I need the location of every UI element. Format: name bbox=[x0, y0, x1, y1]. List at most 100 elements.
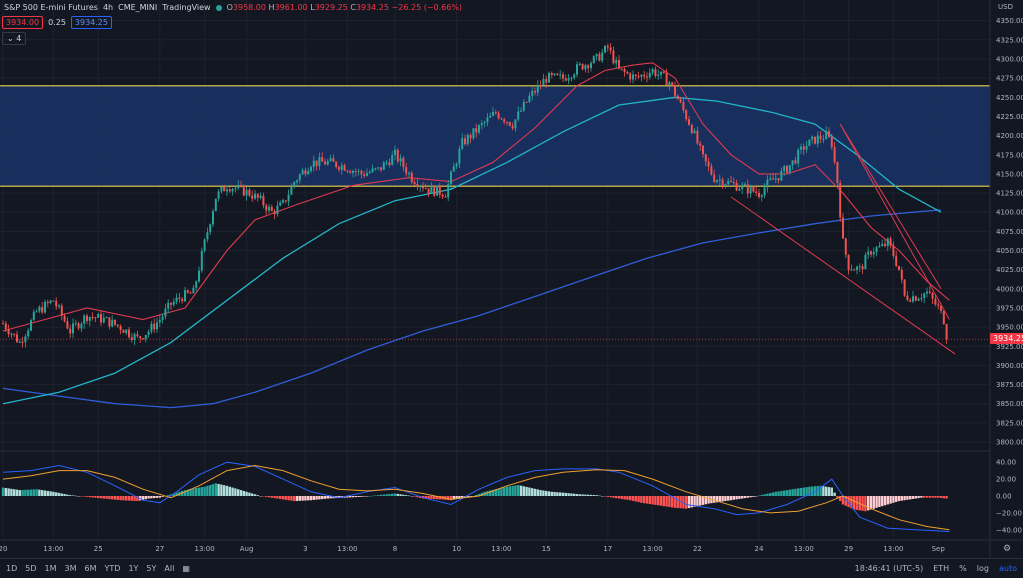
symbol-name[interactable]: S&P 500 E-mini Futures bbox=[4, 3, 98, 12]
settings-gear-icon[interactable]: ⚙ bbox=[1003, 544, 1011, 554]
sell-button[interactable]: 3934.00 bbox=[2, 16, 44, 29]
macd-histogram-bar bbox=[783, 490, 786, 496]
candle-body bbox=[797, 149, 800, 164]
market-status-icon[interactable] bbox=[215, 4, 222, 11]
candle-body bbox=[730, 180, 732, 182]
candle-body bbox=[478, 125, 480, 133]
candle-body bbox=[909, 299, 912, 302]
candle-body bbox=[310, 166, 312, 171]
macd-histogram-bar bbox=[477, 493, 481, 496]
price-tick-label: 4125.00 bbox=[996, 190, 1023, 198]
candle-body bbox=[492, 112, 494, 116]
macd-histogram-bar bbox=[662, 496, 665, 507]
candle-body bbox=[18, 341, 21, 343]
macd-histogram-bar bbox=[192, 488, 195, 496]
range-5y[interactable]: 5Y bbox=[146, 564, 157, 573]
range-1d[interactable]: 1D bbox=[6, 564, 18, 573]
range-1m[interactable]: 1M bbox=[44, 564, 57, 573]
range-5d[interactable]: 5D bbox=[25, 564, 37, 573]
time-tick-label: 13:00 bbox=[883, 545, 903, 553]
range-all[interactable]: All bbox=[164, 564, 175, 573]
price-axis[interactable]: 3800.00 3825.00 3850.00 3875.00 3900.00 3925.… bbox=[996, 17, 1023, 446]
candle-body bbox=[394, 149, 396, 156]
macd-histogram-bar bbox=[480, 492, 483, 496]
candle-body bbox=[7, 329, 10, 335]
currency-label[interactable]: USD bbox=[998, 3, 1013, 11]
candle-body bbox=[388, 162, 391, 166]
candle-body bbox=[136, 334, 139, 337]
macd-histogram-bar bbox=[24, 489, 27, 496]
macd-histogram-bar bbox=[752, 496, 755, 497]
candle-body bbox=[450, 171, 452, 185]
candle-body bbox=[2, 323, 4, 325]
macd-histogram-bar bbox=[785, 490, 789, 496]
candle-body bbox=[475, 128, 478, 133]
price-tick-label: 4300.00 bbox=[996, 55, 1023, 63]
candle-body bbox=[24, 336, 27, 343]
candle-body bbox=[584, 65, 587, 70]
macd-histogram-bar bbox=[606, 496, 609, 497]
macd-histogram-bar bbox=[354, 496, 357, 498]
calendar-icon[interactable]: ▦ bbox=[182, 564, 190, 573]
candle-body bbox=[270, 206, 273, 212]
candle-body bbox=[679, 99, 682, 103]
candle-body bbox=[125, 329, 128, 333]
macd-histogram-bar bbox=[337, 496, 341, 498]
candle-body bbox=[724, 184, 727, 186]
candle-body bbox=[119, 325, 122, 331]
candle-body bbox=[86, 315, 88, 321]
candle-body bbox=[220, 186, 223, 192]
candle-body bbox=[856, 266, 858, 270]
buy-button[interactable]: 3934.25 bbox=[70, 16, 112, 29]
macd-histogram-bar bbox=[721, 496, 724, 502]
candle-body bbox=[416, 184, 419, 187]
range-1y[interactable]: 1Y bbox=[128, 564, 139, 573]
macd-histogram-bar bbox=[836, 496, 839, 498]
macd-histogram-bar bbox=[508, 486, 511, 496]
candle-body bbox=[769, 178, 772, 180]
macd-histogram-bar bbox=[407, 495, 411, 497]
macd-histogram-bar bbox=[718, 496, 721, 502]
candle-body bbox=[553, 73, 556, 76]
macd-histogram-bar bbox=[225, 485, 229, 496]
indicators-toggle[interactable]: ⌄ 4 bbox=[2, 32, 27, 45]
macd-histogram-bar bbox=[469, 496, 472, 497]
macd-histogram-bar bbox=[797, 488, 800, 496]
candle-body bbox=[391, 155, 394, 166]
macd-axis[interactable]: 40.00 20.00 0.00 −20.00 −40.00 bbox=[996, 459, 1022, 535]
macd-histogram-bar bbox=[735, 496, 738, 500]
macd-histogram-bar bbox=[805, 487, 808, 496]
macd-histogram-bar bbox=[839, 496, 842, 502]
macd-histogram-bar bbox=[130, 496, 133, 501]
candle-body bbox=[228, 189, 231, 192]
time-tick-label: 13:00 bbox=[643, 545, 663, 553]
macd-histogram-bar bbox=[46, 490, 49, 496]
interval-label[interactable]: 4h bbox=[102, 3, 114, 12]
clock-display[interactable]: 18:46:41 (UTC-5) bbox=[854, 564, 924, 573]
macd-histogram-bar bbox=[592, 495, 595, 496]
range-3m[interactable]: 3M bbox=[64, 564, 77, 573]
candle-body bbox=[550, 72, 553, 76]
macd-histogram-bar bbox=[525, 486, 528, 496]
percent-scale-toggle[interactable]: % bbox=[959, 564, 967, 573]
session-toggle[interactable]: ETH bbox=[933, 564, 950, 573]
macd-histogram-bar bbox=[433, 496, 436, 500]
range-ytd[interactable]: YTD bbox=[104, 564, 121, 573]
candle-body bbox=[10, 333, 13, 335]
log-scale-toggle[interactable]: log bbox=[976, 564, 989, 573]
time-axis[interactable]: 20 13:00 25 27 13:00 Aug 3 13:00 8 10 13:00 15 17 13:… bbox=[0, 545, 945, 553]
candle-body bbox=[452, 166, 455, 172]
candle-body bbox=[889, 238, 892, 246]
candle-body bbox=[338, 167, 340, 170]
candle-body bbox=[864, 254, 867, 270]
time-tick-label: 27 bbox=[155, 545, 164, 553]
macd-histogram-bar bbox=[368, 496, 371, 497]
time-tick-label: 13:00 bbox=[43, 545, 63, 553]
macd-histogram-bar bbox=[844, 496, 847, 506]
macd-histogram-bar bbox=[279, 496, 282, 499]
range-6m[interactable]: 6M bbox=[84, 564, 97, 573]
candle-body bbox=[772, 178, 774, 180]
candle-body bbox=[108, 317, 111, 327]
auto-scale-toggle[interactable]: auto bbox=[998, 564, 1017, 573]
